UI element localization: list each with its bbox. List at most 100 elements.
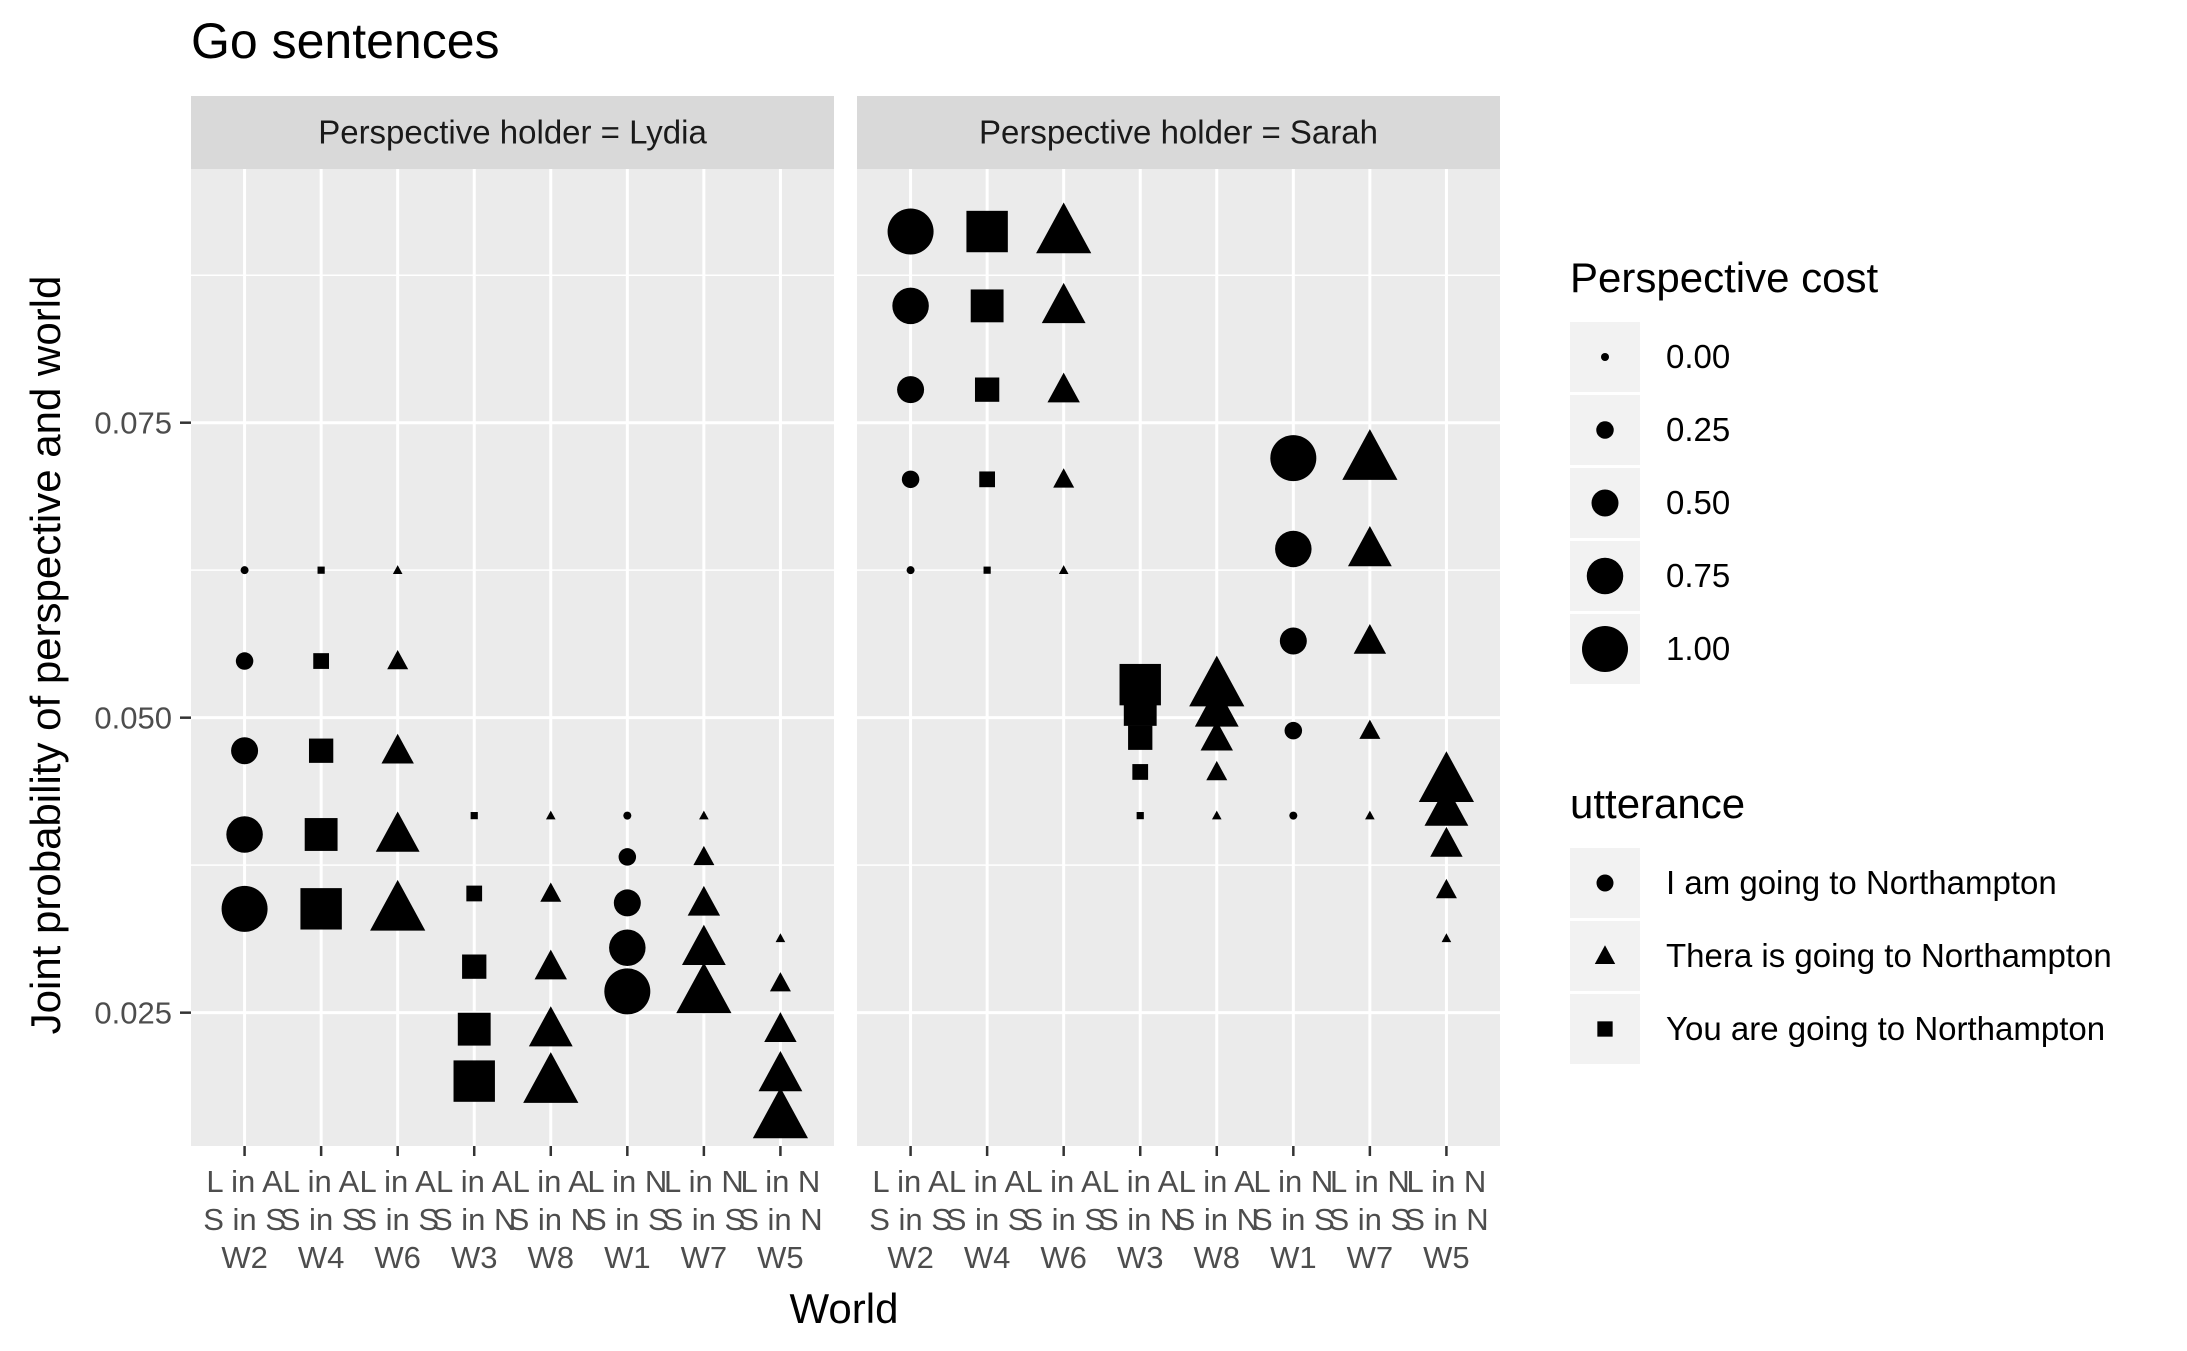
data-point bbox=[453, 1060, 495, 1102]
data-point bbox=[897, 376, 925, 404]
legend-size-label: 0.25 bbox=[1666, 411, 1730, 448]
data-point bbox=[1053, 468, 1075, 488]
y-axis: 0.025 0.050 0.075 bbox=[94, 406, 191, 1031]
data-point bbox=[375, 811, 420, 852]
data-point bbox=[1036, 202, 1092, 254]
data-point bbox=[231, 737, 259, 765]
data-point bbox=[966, 210, 1008, 253]
data-point bbox=[317, 566, 325, 574]
legend-shape-label: You are going to Northampton bbox=[1666, 1010, 2105, 1047]
data-point bbox=[699, 810, 709, 820]
data-point bbox=[693, 845, 715, 866]
data-point bbox=[1441, 933, 1452, 943]
legend-shape-label: I am going to Northampton bbox=[1666, 864, 2057, 901]
data-point bbox=[540, 882, 562, 902]
legend: Perspective cost 0.00 0.25 0.50 0.75 1.00 utte… bbox=[1570, 254, 2112, 1064]
data-point bbox=[1353, 623, 1387, 654]
data-point bbox=[1058, 565, 1069, 574]
data-point bbox=[974, 377, 1000, 402]
data-point bbox=[618, 848, 637, 866]
legend-shape-title: utterance bbox=[1570, 780, 1745, 827]
legend-size-marker bbox=[1596, 421, 1614, 439]
facet-panels: Perspective holder = Lydia Perspective ho… bbox=[191, 96, 1500, 1146]
data-point bbox=[1119, 663, 1161, 706]
legend-size-label: 0.50 bbox=[1666, 484, 1730, 521]
data-point bbox=[983, 566, 991, 574]
data-point bbox=[545, 810, 556, 820]
data-point bbox=[313, 653, 330, 669]
legend-size-marker bbox=[1586, 557, 1624, 595]
data-point bbox=[1359, 719, 1381, 739]
legend-size-marker bbox=[1601, 353, 1609, 361]
legend-size-label: 1.00 bbox=[1666, 630, 1730, 667]
data-point bbox=[304, 818, 338, 851]
data-point bbox=[676, 962, 732, 1014]
data-point bbox=[1270, 435, 1317, 482]
data-point bbox=[308, 738, 334, 763]
data-point bbox=[1200, 720, 1233, 751]
panel-background bbox=[857, 169, 1500, 1146]
data-point bbox=[1342, 429, 1398, 480]
data-point bbox=[901, 470, 920, 489]
data-point bbox=[1211, 810, 1222, 820]
data-point bbox=[1194, 686, 1239, 727]
data-point bbox=[623, 811, 632, 820]
legend-shape-marker bbox=[1597, 1021, 1613, 1037]
legend-shape-marker bbox=[1596, 874, 1614, 892]
data-point bbox=[1365, 810, 1375, 820]
data-point bbox=[769, 972, 791, 992]
data-point bbox=[1424, 785, 1469, 826]
data-point bbox=[534, 949, 567, 980]
data-point bbox=[392, 565, 403, 574]
data-point bbox=[1430, 826, 1463, 857]
data-point bbox=[1279, 627, 1307, 655]
data-point bbox=[752, 1087, 809, 1139]
data-point bbox=[758, 1051, 803, 1092]
y-tick-label: 0.075 bbox=[94, 406, 172, 441]
legend-size-label: 0.00 bbox=[1666, 338, 1730, 375]
data-point bbox=[381, 733, 414, 764]
facet-panel: Perspective holder = Lydia bbox=[191, 96, 834, 1146]
legend-size-title: Perspective cost bbox=[1570, 254, 1878, 301]
data-point bbox=[1189, 655, 1245, 707]
data-point bbox=[1047, 372, 1080, 403]
data-point bbox=[970, 289, 1004, 323]
data-point bbox=[226, 816, 263, 853]
facet-strip-label: Perspective holder = Lydia bbox=[318, 114, 707, 151]
data-point bbox=[609, 929, 646, 967]
data-point bbox=[613, 889, 641, 917]
data-point bbox=[1275, 530, 1312, 568]
data-point bbox=[906, 566, 915, 575]
data-point bbox=[681, 924, 726, 966]
data-point bbox=[1136, 812, 1144, 820]
data-point bbox=[1418, 751, 1475, 802]
data-point bbox=[528, 1006, 573, 1047]
data-point bbox=[1435, 878, 1457, 899]
data-point bbox=[604, 968, 651, 1015]
facet-strip bbox=[857, 96, 1500, 169]
data-point bbox=[1289, 811, 1298, 820]
facet-panel: Perspective holder = Sarah bbox=[857, 96, 1500, 1146]
data-point bbox=[370, 879, 426, 931]
data-point bbox=[887, 208, 934, 255]
data-point bbox=[235, 652, 254, 670]
data-point bbox=[457, 1012, 491, 1046]
chart-title: Go sentences bbox=[191, 13, 500, 69]
legend-shape-marker bbox=[1594, 945, 1616, 965]
legend-size-marker bbox=[1582, 626, 1628, 672]
